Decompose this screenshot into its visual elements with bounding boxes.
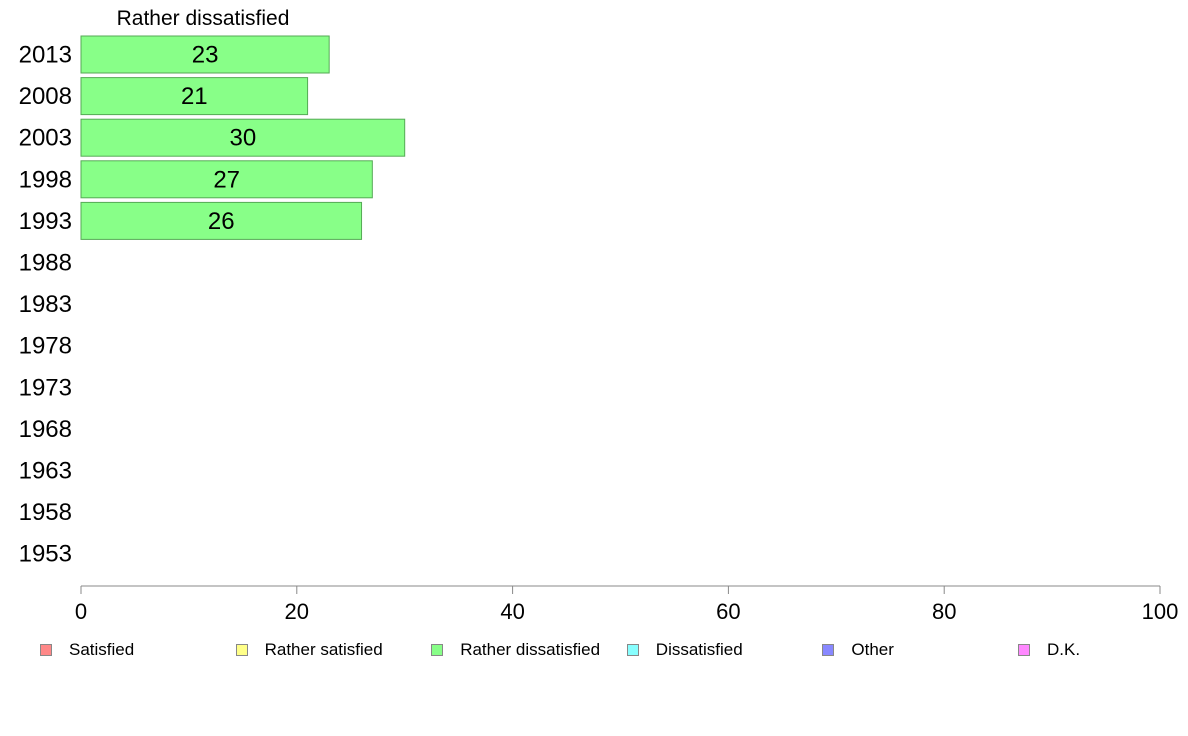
legend-swatch: [822, 644, 835, 656]
legend-item-other: Other: [822, 640, 894, 660]
legend-item-rather-dissatisfied: Rather dissatisfied: [431, 640, 600, 660]
legend-label: Dissatisfied: [655, 640, 743, 659]
y-tick-label-1978: 1978: [19, 333, 72, 360]
x-tick-label-100: 100: [1142, 599, 1179, 624]
bar-2008: [80, 77, 309, 116]
legend-swatch: [431, 644, 444, 656]
bar-2003: [80, 118, 406, 157]
y-tick-label-1973: 1973: [19, 374, 72, 401]
bar-value-label-1998: 27: [213, 166, 240, 193]
bar-value-label-1993: 26: [208, 208, 235, 235]
y-tick-label-2003: 2003: [19, 125, 72, 152]
y-tick-label-1953: 1953: [19, 541, 72, 568]
bar-value-label-2013: 23: [192, 42, 219, 69]
legend-swatch: [626, 644, 639, 656]
legend-swatch: [1018, 644, 1030, 656]
legend-label: Satisfied: [69, 640, 135, 659]
bar-value-label-2003: 30: [229, 125, 256, 152]
legend-label: Rather satisfied: [264, 640, 383, 659]
y-tick-label-1993: 1993: [19, 208, 72, 235]
y-tick-label-2008: 2008: [19, 83, 72, 110]
bar-1998: [80, 160, 373, 199]
x-tick-label-60: 60: [716, 599, 740, 624]
x-axis: 0 20 40 60 80 100: [75, 585, 1179, 624]
bars-layer: 23 21 30 27 26: [80, 35, 406, 240]
bar-value-label-2008: 21: [181, 83, 208, 110]
x-tick-label-80: 80: [932, 599, 956, 624]
legend-item-d-k: D.K.: [1018, 640, 1080, 660]
x-tick-label-0: 0: [75, 599, 87, 624]
y-tick-label-1988: 1988: [19, 250, 72, 277]
y-tick-label-2013: 2013: [19, 42, 72, 69]
y-tick-label-1968: 1968: [19, 416, 72, 443]
legend-label: Other: [851, 640, 894, 659]
y-tick-label-1983: 1983: [19, 291, 72, 318]
y-tick-label-1958: 1958: [19, 499, 72, 526]
legend-item-satisfied: Satisfied: [40, 640, 134, 660]
y-tick-label-1963: 1963: [19, 458, 72, 485]
x-tick-label-20: 20: [285, 599, 309, 624]
bar-1993: [80, 201, 363, 240]
x-tick-label-40: 40: [500, 599, 524, 624]
chart-title: Rather dissatisfied: [117, 7, 290, 30]
legend: Satisfied Rather satisfied Rather dissatis…: [0, 640, 1188, 662]
legend-label: D.K.: [1047, 640, 1081, 659]
legend-swatch: [235, 644, 248, 656]
legend-swatch: [40, 644, 52, 656]
y-tick-label-1998: 1998: [19, 166, 72, 193]
legend-label: Rather dissatisfied: [460, 640, 601, 659]
legend-item-dissatisfied: Dissatisfied: [626, 640, 743, 660]
bar-2013: [80, 35, 330, 74]
y-axis-labels: 2013 2008 2003 1998 1993 1988 1983 1978 1973 1968…: [19, 42, 72, 568]
legend-item-rather-satisfied: Rather satisfied: [235, 640, 383, 660]
